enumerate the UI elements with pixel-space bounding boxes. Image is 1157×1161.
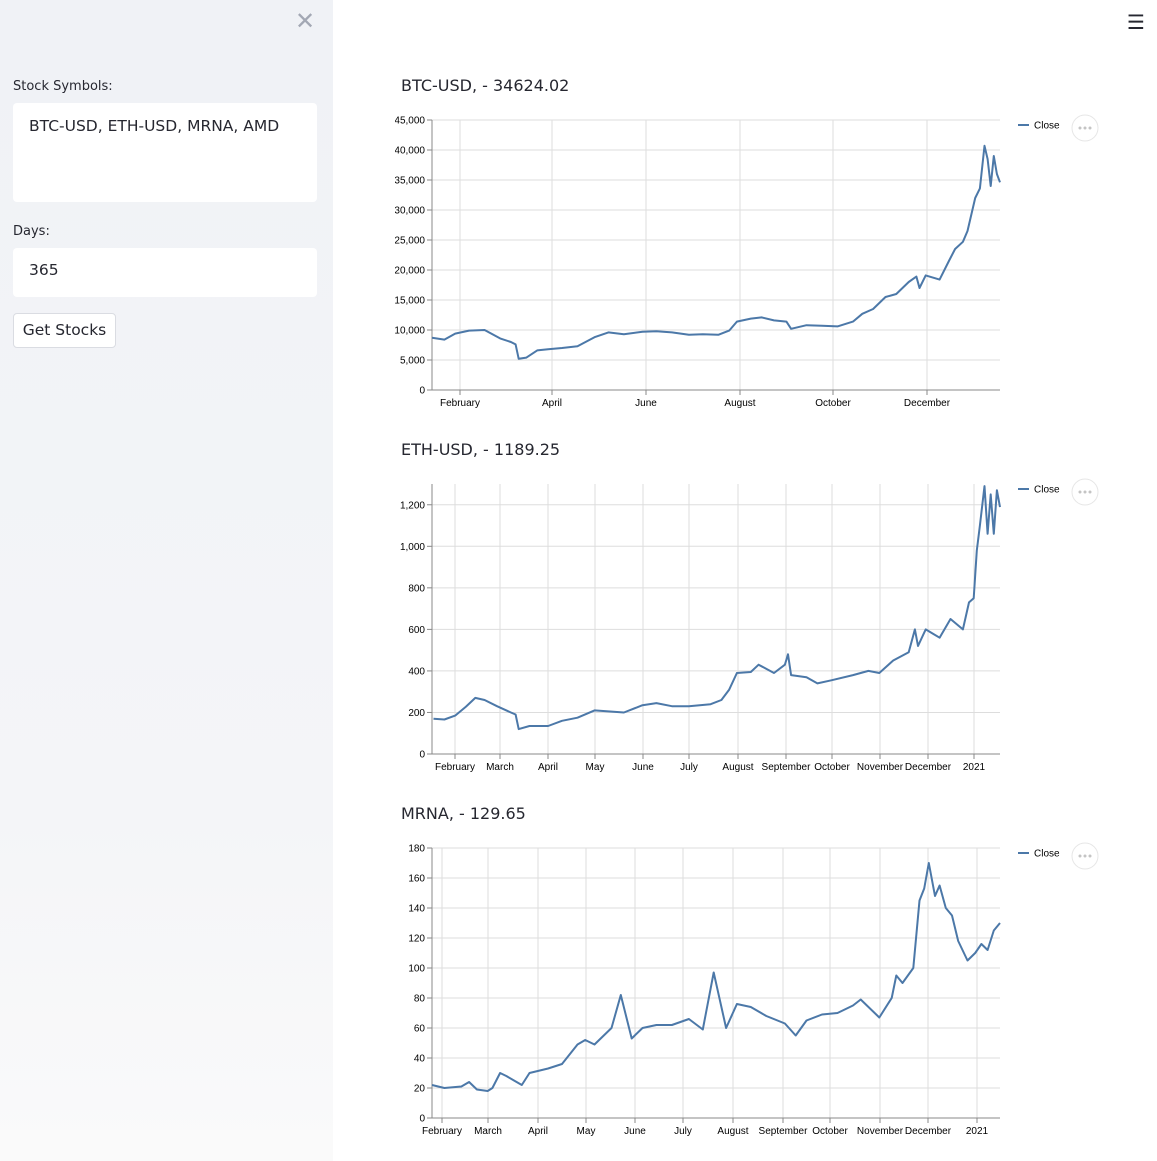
x-tick-label: November bbox=[857, 762, 904, 773]
x-tick-label: October bbox=[814, 762, 850, 773]
x-tick-label: 2021 bbox=[966, 1126, 989, 1137]
y-tick-label: 1,200 bbox=[400, 500, 425, 511]
y-tick-label: 0 bbox=[419, 750, 425, 761]
y-tick-label: 10,000 bbox=[395, 326, 425, 337]
y-tick-label: 25,000 bbox=[395, 236, 425, 247]
x-tick-label: July bbox=[680, 762, 698, 773]
y-tick-label: 1,000 bbox=[400, 542, 425, 553]
legend-label: Close bbox=[1034, 485, 1060, 496]
y-tick-label: 15,000 bbox=[395, 296, 425, 307]
x-tick-label: September bbox=[759, 1126, 809, 1137]
sidebar: ✕ Stock Symbols: BTC-USD, ETH-USD, MRNA,… bbox=[0, 0, 333, 1161]
x-tick-label: April bbox=[538, 762, 558, 773]
x-tick-label: December bbox=[905, 1126, 952, 1137]
y-tick-label: 0 bbox=[419, 1114, 425, 1125]
y-tick-label: 160 bbox=[408, 874, 425, 885]
x-tick-label: August bbox=[722, 762, 753, 773]
series-line-close bbox=[431, 144, 1001, 360]
chart-mrna: 0 20 40 60 80 100 120 140 160 180 February March Apr… bbox=[408, 842, 1099, 1137]
legend-label: Close bbox=[1034, 849, 1060, 860]
chart-actions-button[interactable] bbox=[1071, 478, 1099, 506]
y-tick-label: 80 bbox=[414, 994, 426, 1005]
x-tick-label: June bbox=[624, 1126, 646, 1137]
x-tick-label: February bbox=[435, 762, 475, 773]
x-tick-label: 2021 bbox=[963, 762, 986, 773]
y-tick-label: 45,000 bbox=[395, 116, 425, 127]
x-tick-label: April bbox=[528, 1126, 548, 1137]
series-line-close bbox=[433, 485, 1001, 731]
x-tick-label: February bbox=[440, 398, 480, 409]
x-tick-label: June bbox=[632, 762, 654, 773]
y-tick-label: 400 bbox=[408, 666, 425, 677]
close-sidebar-icon[interactable]: ✕ bbox=[294, 7, 316, 35]
y-tick-label: 140 bbox=[408, 904, 425, 915]
x-tick-label: November bbox=[857, 1126, 904, 1137]
x-tick-label: February bbox=[422, 1126, 462, 1137]
chart-title-eth: ETH-USD, - 1189.25 bbox=[401, 440, 561, 459]
x-tick-label: August bbox=[724, 398, 755, 409]
y-tick-label: 600 bbox=[408, 625, 425, 636]
x-tick-label: October bbox=[812, 1126, 848, 1137]
y-tick-label: 5,000 bbox=[400, 356, 425, 367]
series-line-close bbox=[431, 862, 1001, 1092]
y-tick-label: 0 bbox=[419, 386, 425, 397]
get-stocks-button[interactable]: Get Stocks bbox=[13, 313, 116, 348]
x-tick-label: May bbox=[586, 762, 605, 773]
x-tick-label: September bbox=[762, 762, 812, 773]
y-tick-label: 200 bbox=[408, 708, 425, 719]
y-tick-label: 100 bbox=[408, 964, 425, 975]
x-tick-label: August bbox=[717, 1126, 748, 1137]
chart-title-mrna: MRNA, - 129.65 bbox=[401, 804, 526, 823]
y-tick-label: 20 bbox=[414, 1084, 426, 1095]
x-tick-label: July bbox=[674, 1126, 692, 1137]
chart-actions-button[interactable] bbox=[1071, 114, 1099, 142]
y-tick-label: 800 bbox=[408, 583, 425, 594]
y-tick-label: 180 bbox=[408, 844, 425, 855]
x-tick-label: March bbox=[486, 762, 514, 773]
x-tick-label: December bbox=[905, 762, 952, 773]
x-tick-label: October bbox=[815, 398, 851, 409]
symbols-label: Stock Symbols: bbox=[13, 79, 113, 94]
symbols-textarea[interactable]: BTC-USD, ETH-USD, MRNA, AMD bbox=[13, 103, 317, 202]
chart-actions-button[interactable] bbox=[1071, 842, 1099, 870]
x-tick-label: April bbox=[542, 398, 562, 409]
chart-title-btc: BTC-USD, - 34624.02 bbox=[401, 76, 570, 95]
y-tick-label: 35,000 bbox=[395, 176, 425, 187]
days-label: Days: bbox=[13, 224, 50, 239]
x-tick-label: May bbox=[577, 1126, 596, 1137]
x-tick-label: June bbox=[635, 398, 657, 409]
main-menu-icon[interactable]: ☰ bbox=[1127, 10, 1145, 34]
x-tick-label: December bbox=[904, 398, 951, 409]
x-tick-label: March bbox=[474, 1126, 502, 1137]
legend-label: Close bbox=[1034, 121, 1060, 132]
chart-btc: 0 5,000 10,000 15,000 20,000 25,000 30,000 35,0… bbox=[395, 114, 1099, 409]
y-tick-label: 20,000 bbox=[395, 266, 425, 277]
y-tick-label: 40,000 bbox=[395, 146, 425, 157]
y-tick-label: 30,000 bbox=[395, 206, 425, 217]
y-tick-label: 40 bbox=[414, 1054, 426, 1065]
y-tick-label: 120 bbox=[408, 934, 425, 945]
chart-eth: 0 200 400 600 800 1,000 1,200 February March Apri… bbox=[400, 478, 1099, 773]
y-tick-label: 60 bbox=[414, 1024, 426, 1035]
days-input[interactable]: 365 bbox=[13, 248, 317, 297]
